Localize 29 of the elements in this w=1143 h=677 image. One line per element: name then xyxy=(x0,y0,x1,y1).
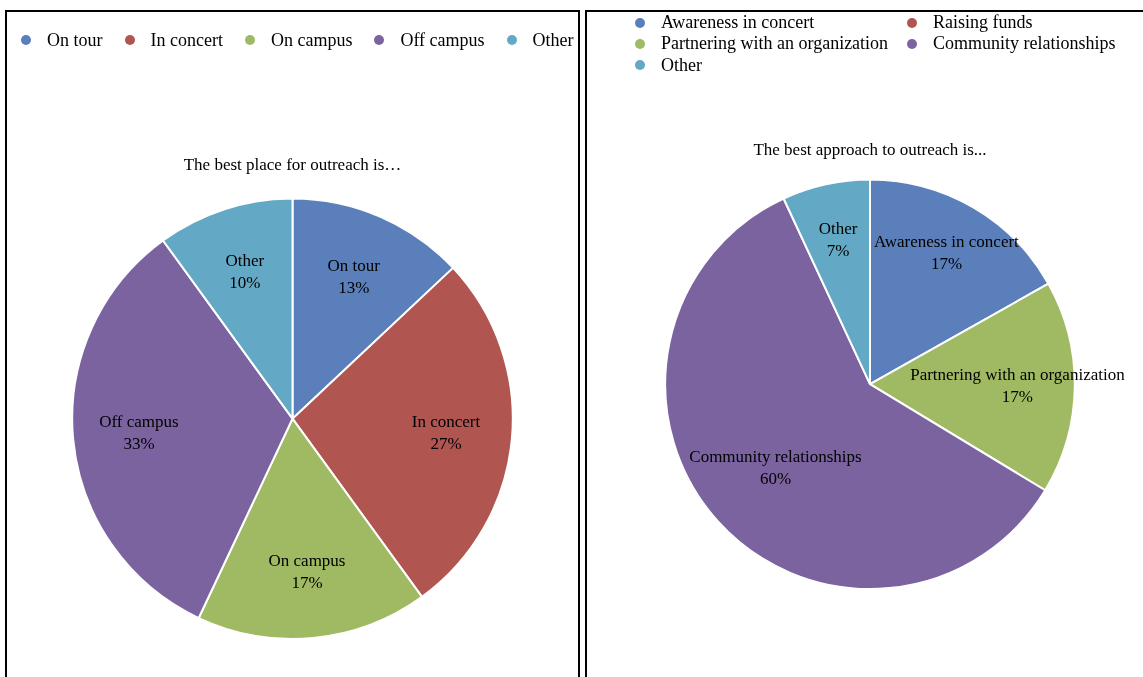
data-label: 17% xyxy=(291,572,323,592)
data-label: 33% xyxy=(123,433,155,453)
legend-label: On campus xyxy=(270,29,353,51)
data-label: 13% xyxy=(338,277,370,297)
text: The best place for outreach is… xyxy=(183,154,402,174)
text: The best approach to outreach is... xyxy=(753,139,987,159)
slice-label: Community relationships xyxy=(689,447,862,467)
legend-label: Awareness in concert xyxy=(661,12,815,34)
slice-label: In concert xyxy=(411,411,481,431)
slice-label: On tour xyxy=(327,255,381,275)
slice-label: Other xyxy=(818,218,858,238)
legend-label: Other xyxy=(661,54,702,76)
legend-label: Raising funds xyxy=(933,12,1033,34)
legend-label: Partnering with an organization xyxy=(661,33,889,55)
legend-label: Off campus xyxy=(400,29,485,51)
data-label: 17% xyxy=(1001,386,1034,406)
data-label: 17% xyxy=(930,253,963,273)
slice-label: Off campus xyxy=(99,411,179,431)
legend-label: Other xyxy=(532,29,574,51)
data-label: 60% xyxy=(759,469,792,489)
slice-label: Other xyxy=(225,250,265,270)
data-label: 7% xyxy=(826,240,850,260)
slice-label: Awareness in concert xyxy=(874,231,1020,251)
legend-label: Community relationships xyxy=(933,33,1116,55)
slice-label: On campus xyxy=(268,550,346,570)
legend-label: In concert xyxy=(150,29,223,51)
data-label: 27% xyxy=(430,433,462,453)
data-label: 10% xyxy=(229,272,261,292)
legend-label: On tour xyxy=(47,29,103,51)
